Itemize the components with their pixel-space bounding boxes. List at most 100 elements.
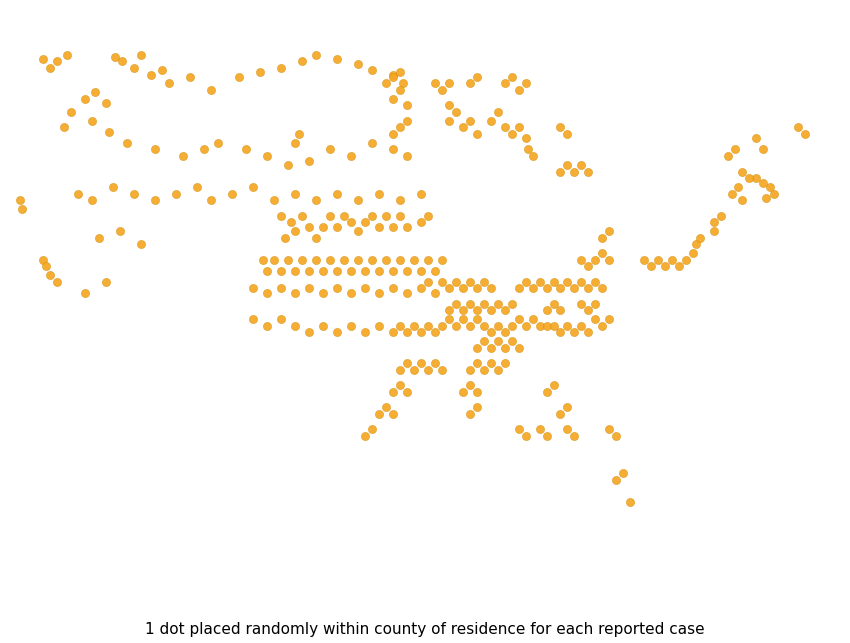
Point — [490, 365, 504, 375]
Point — [540, 320, 553, 331]
Point — [477, 276, 490, 287]
Point — [351, 226, 365, 236]
Point — [400, 151, 414, 161]
Point — [365, 424, 378, 434]
Point — [533, 320, 547, 331]
Point — [275, 266, 288, 276]
Point — [763, 182, 777, 192]
Point — [330, 188, 343, 199]
Point — [400, 287, 414, 298]
Point — [284, 217, 298, 227]
Point — [484, 283, 497, 293]
Point — [512, 424, 525, 434]
Point — [714, 210, 728, 221]
Point — [477, 365, 490, 375]
Point — [742, 173, 756, 183]
Point — [372, 287, 386, 298]
Point — [288, 320, 302, 331]
Point — [393, 68, 406, 78]
Point — [442, 283, 456, 293]
Point — [365, 255, 378, 265]
Point — [512, 343, 525, 353]
Point — [456, 314, 469, 324]
Point — [498, 78, 512, 89]
Point — [330, 283, 343, 293]
Point — [505, 320, 518, 331]
Point — [659, 261, 672, 271]
Point — [43, 270, 57, 280]
Point — [260, 266, 274, 276]
Point — [428, 266, 441, 276]
Point — [603, 255, 616, 265]
Point — [759, 193, 773, 203]
Point — [239, 144, 252, 154]
Point — [197, 144, 211, 154]
Point — [93, 232, 106, 242]
Point — [449, 320, 462, 331]
Point — [575, 255, 588, 265]
Point — [15, 204, 29, 214]
Point — [288, 226, 302, 236]
Point — [603, 424, 616, 434]
Point — [232, 72, 246, 82]
Point — [735, 195, 749, 205]
Point — [295, 255, 309, 265]
Point — [553, 167, 567, 177]
Point — [581, 283, 595, 293]
Point — [512, 283, 525, 293]
Point — [596, 248, 609, 258]
Point — [344, 151, 358, 161]
Point — [134, 239, 148, 249]
Point — [386, 69, 400, 80]
Point — [400, 358, 414, 368]
Point — [414, 327, 428, 338]
Point — [400, 327, 414, 338]
Point — [456, 283, 469, 293]
Point — [323, 255, 337, 265]
Point — [505, 72, 518, 82]
Point — [256, 255, 269, 265]
Point — [609, 430, 623, 440]
Point — [596, 320, 609, 331]
Point — [726, 188, 740, 199]
Point — [144, 69, 158, 80]
Point — [518, 78, 532, 89]
Point — [561, 159, 575, 170]
Point — [212, 138, 225, 148]
Point — [470, 343, 484, 353]
Point — [288, 188, 302, 199]
Point — [421, 276, 434, 287]
Point — [344, 287, 358, 298]
Point — [414, 217, 428, 227]
Point — [518, 276, 532, 287]
Point — [344, 217, 358, 227]
Point — [568, 430, 581, 440]
Point — [102, 127, 116, 137]
Point — [449, 298, 462, 309]
Point — [281, 159, 295, 170]
Point — [71, 188, 85, 199]
Point — [553, 408, 567, 419]
Point — [518, 320, 532, 331]
Point — [728, 144, 742, 154]
Point — [400, 116, 414, 126]
Point — [442, 78, 456, 89]
Point — [386, 266, 400, 276]
Point — [316, 221, 330, 231]
Point — [414, 283, 428, 293]
Point — [162, 78, 176, 89]
Point — [330, 327, 343, 338]
Point — [484, 116, 497, 126]
Point — [561, 276, 575, 287]
Point — [246, 314, 260, 324]
Point — [358, 327, 371, 338]
Point — [169, 188, 183, 199]
Point — [490, 336, 504, 346]
Point — [393, 195, 406, 205]
Point — [190, 182, 204, 192]
Point — [484, 358, 497, 368]
Point — [428, 358, 441, 368]
Point — [463, 78, 477, 89]
Point — [358, 266, 371, 276]
Point — [575, 298, 588, 309]
